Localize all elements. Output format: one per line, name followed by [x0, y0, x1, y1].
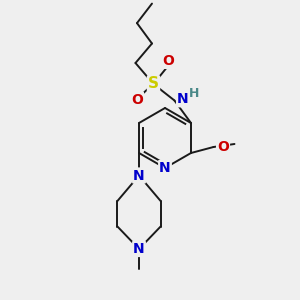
Text: H: H [189, 87, 199, 101]
Text: O: O [217, 140, 229, 154]
Text: N: N [159, 161, 171, 175]
Text: N: N [133, 242, 145, 256]
Text: N: N [177, 92, 189, 106]
Text: N: N [133, 169, 145, 182]
Text: O: O [131, 93, 143, 106]
Text: O: O [163, 54, 174, 68]
Text: S: S [148, 76, 159, 92]
